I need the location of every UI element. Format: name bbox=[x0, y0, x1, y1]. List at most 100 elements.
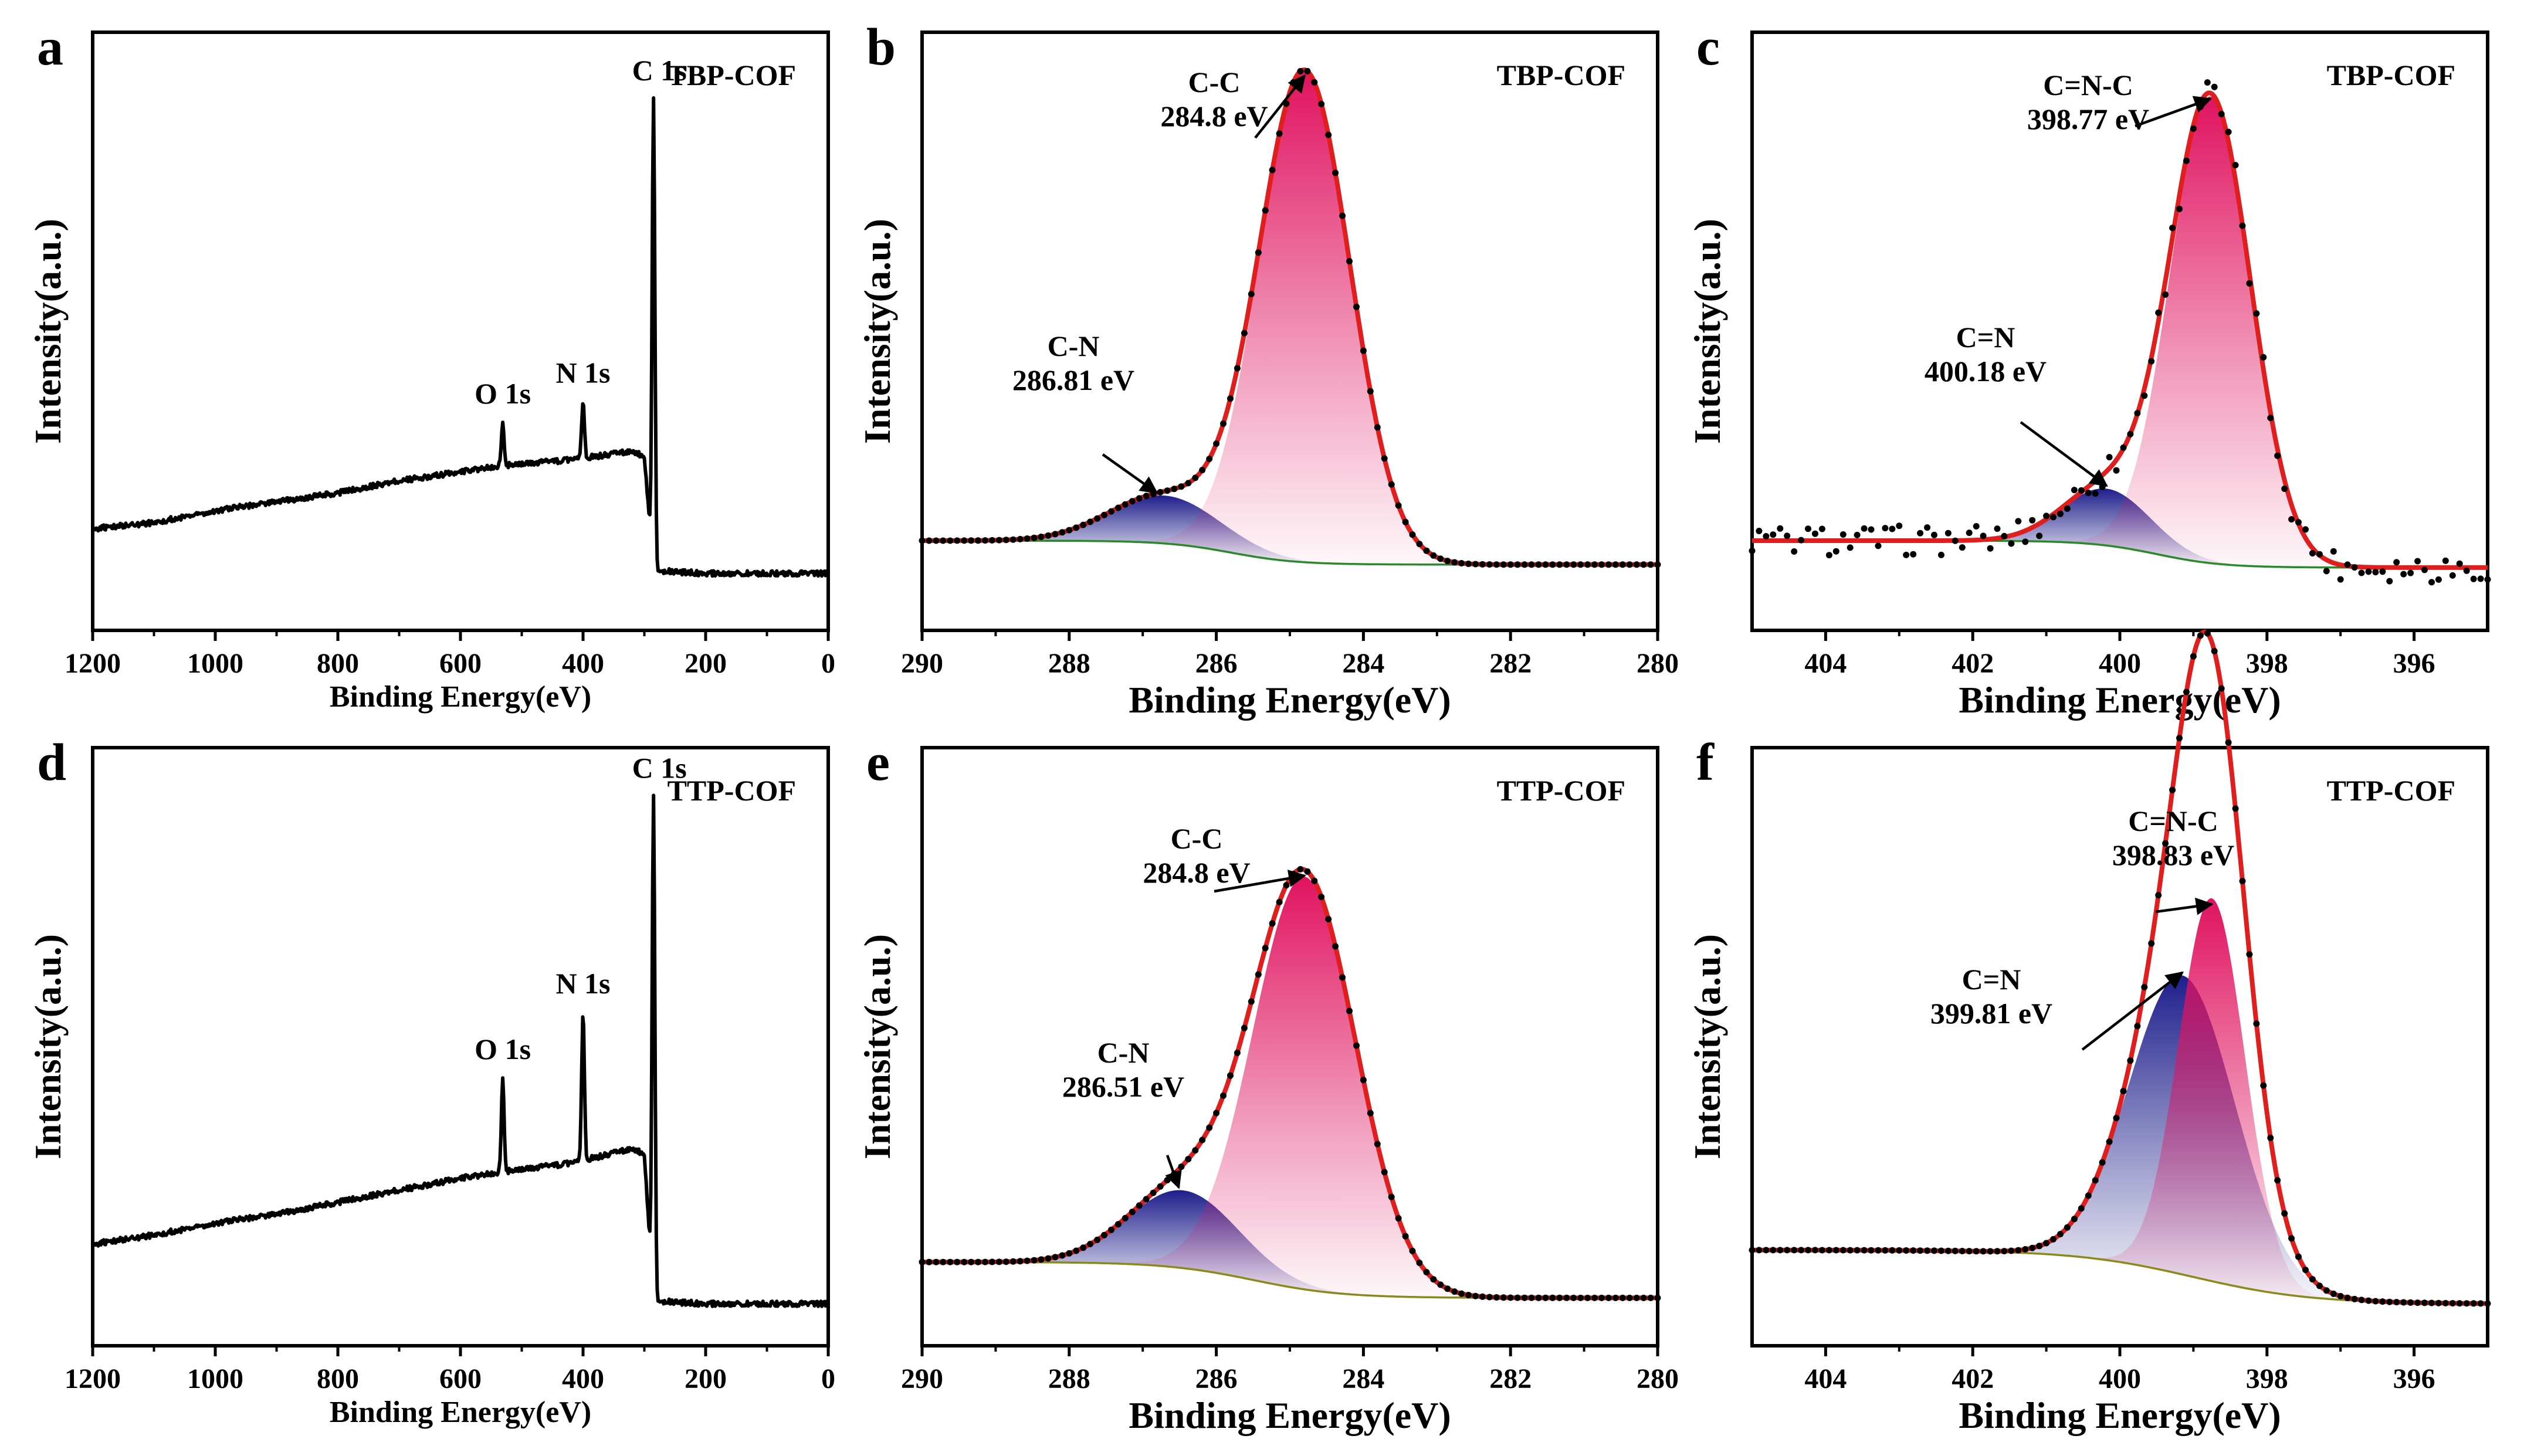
peak-annotation-label: 398.83 eV bbox=[2112, 839, 2234, 871]
data-point bbox=[1094, 515, 1101, 522]
data-point bbox=[1805, 1247, 1811, 1254]
data-point bbox=[1584, 561, 1591, 568]
annotation-arrow bbox=[2081, 971, 2184, 1051]
data-point bbox=[2246, 280, 2253, 287]
data-point bbox=[1556, 561, 1563, 568]
data-point bbox=[1444, 558, 1451, 565]
data-point bbox=[1017, 1258, 1024, 1265]
data-point bbox=[2316, 1282, 2323, 1289]
second-component-peak bbox=[1752, 975, 2488, 1304]
x-tick-label: 0 bbox=[821, 648, 835, 679]
peak-label: C 1s bbox=[632, 54, 687, 87]
data-point bbox=[1437, 555, 1444, 562]
data-point bbox=[2211, 83, 2218, 90]
x-tick-label: 282 bbox=[1489, 1363, 1532, 1394]
data-point bbox=[1966, 530, 1973, 537]
data-point bbox=[2169, 786, 2176, 793]
x-tick-label: 600 bbox=[439, 1363, 482, 1394]
data-point bbox=[2204, 79, 2211, 86]
data-point bbox=[2022, 1246, 2029, 1253]
x-tick-label: 1000 bbox=[187, 648, 243, 679]
annotation-arrow bbox=[1102, 453, 1158, 494]
survey-spectrum-line bbox=[91, 96, 830, 578]
data-point bbox=[1784, 532, 1791, 539]
data-point bbox=[2064, 1224, 2071, 1231]
data-point bbox=[2120, 444, 2127, 451]
data-point bbox=[1938, 1247, 1944, 1254]
data-point bbox=[2484, 1300, 2491, 1307]
data-point bbox=[1931, 531, 1937, 538]
data-point bbox=[1395, 502, 1402, 509]
x-tick-label: 400 bbox=[562, 648, 604, 679]
data-point bbox=[1549, 1294, 1556, 1301]
data-point bbox=[1952, 537, 1959, 544]
data-point bbox=[1031, 534, 1038, 541]
data-point bbox=[2085, 1192, 2092, 1199]
data-point bbox=[1269, 920, 1276, 927]
data-point bbox=[2099, 1159, 2106, 1166]
data-point bbox=[1332, 169, 1339, 177]
data-point bbox=[1861, 525, 1868, 532]
data-point bbox=[1598, 561, 1605, 568]
data-point bbox=[2050, 1236, 2057, 1243]
data-point bbox=[982, 537, 988, 544]
data-point bbox=[1360, 1077, 1367, 1084]
x-tick-label: 1000 bbox=[187, 1363, 243, 1394]
data-point bbox=[1521, 1294, 1528, 1301]
panel-letter: a bbox=[37, 18, 63, 76]
data-point bbox=[1654, 1294, 1661, 1301]
data-point bbox=[1066, 1250, 1073, 1257]
data-point bbox=[1987, 545, 1994, 552]
data-point bbox=[1507, 1294, 1514, 1301]
data-point bbox=[2253, 1020, 2260, 1027]
data-point bbox=[1910, 1247, 1917, 1254]
data-point bbox=[1094, 1236, 1101, 1243]
data-point bbox=[2274, 452, 2281, 459]
data-point bbox=[1896, 1247, 1903, 1254]
data-point bbox=[2351, 564, 2358, 571]
x-tick-label: 1200 bbox=[65, 1363, 121, 1394]
x-tick-label: 284 bbox=[1342, 1363, 1384, 1394]
plot-frame bbox=[91, 746, 830, 1348]
data-point bbox=[2057, 510, 2064, 517]
data-point bbox=[1640, 561, 1647, 568]
x-tick-label: 288 bbox=[1048, 648, 1090, 679]
data-point bbox=[2071, 1216, 2078, 1223]
data-point bbox=[1129, 1209, 1136, 1216]
data-point bbox=[2043, 1240, 2050, 1247]
data-point bbox=[2288, 1235, 2295, 1242]
peak-label: O 1s bbox=[475, 377, 531, 410]
data-point bbox=[2008, 1247, 2015, 1254]
data-point bbox=[2309, 1276, 2316, 1283]
data-point bbox=[975, 1258, 981, 1265]
y-axis-title: Intensity(a.u.) bbox=[27, 219, 69, 444]
data-point bbox=[1966, 1248, 1973, 1255]
data-point bbox=[1114, 1221, 1122, 1228]
data-point bbox=[2204, 630, 2211, 637]
data-point bbox=[1917, 1247, 1924, 1254]
data-point bbox=[2141, 392, 2148, 399]
data-point bbox=[2442, 557, 2449, 564]
data-point bbox=[1605, 1294, 1612, 1301]
data-point bbox=[1388, 1193, 1395, 1200]
data-point bbox=[1227, 1072, 1234, 1079]
data-point bbox=[1640, 1294, 1647, 1301]
data-point bbox=[1164, 487, 1171, 494]
data-point bbox=[1038, 534, 1045, 540]
data-point bbox=[2463, 1300, 2470, 1307]
data-point bbox=[1612, 1294, 1619, 1301]
annotation-arrow bbox=[1214, 870, 1307, 893]
data-point bbox=[1591, 1294, 1598, 1301]
data-point bbox=[2358, 1297, 2365, 1304]
x-axis-title: Binding Energy(eV) bbox=[1959, 1394, 2281, 1436]
data-point bbox=[2022, 538, 2029, 545]
data-point bbox=[1528, 1294, 1535, 1301]
data-point bbox=[1847, 1247, 1854, 1254]
data-point bbox=[1339, 974, 1346, 981]
x-tick-label: 800 bbox=[317, 648, 359, 679]
data-point bbox=[1818, 525, 1825, 532]
data-point bbox=[1346, 258, 1353, 264]
data-point bbox=[2029, 517, 2036, 524]
data-point bbox=[1241, 1024, 1248, 1031]
data-point bbox=[2414, 558, 2421, 565]
